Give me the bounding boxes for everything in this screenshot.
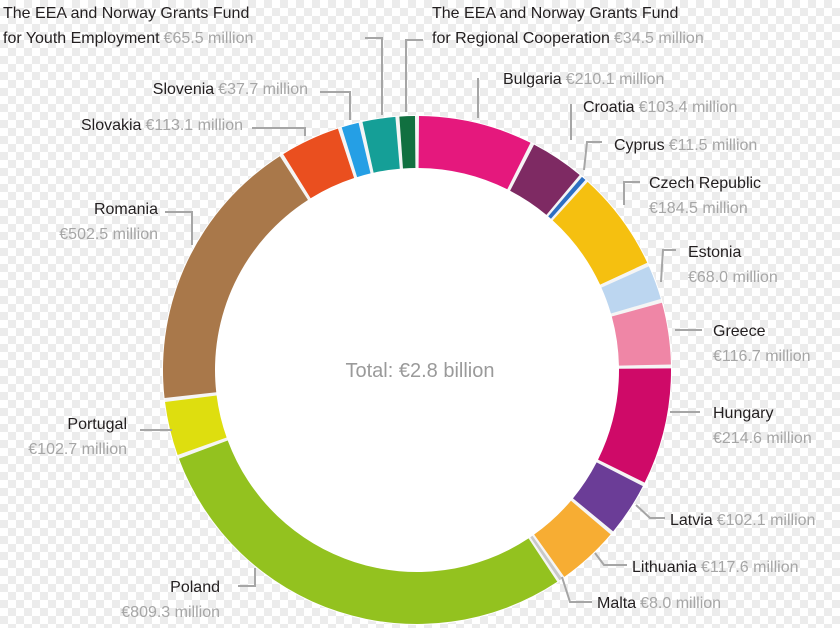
label-name: Croatia: [583, 99, 635, 116]
leader-line: [594, 552, 627, 566]
leader-lines: [140, 37, 702, 603]
label-name: Slovakia: [81, 117, 142, 134]
label-name: for Regional Cooperation: [432, 30, 610, 47]
label-name: Cyprus: [614, 137, 665, 154]
slice-poland: [178, 440, 558, 624]
label-name-czech-republic: Czech Republic: [649, 175, 761, 192]
label-value-poland: €809.3 million: [121, 604, 220, 621]
leader-line: [405, 39, 423, 112]
slices: [163, 116, 671, 624]
slice-greece: [611, 302, 671, 366]
leader-line: [320, 91, 351, 120]
label-slovenia: Slovenia €37.7 million: [153, 81, 308, 98]
label-name-estonia: Estonia: [688, 244, 741, 261]
label-value: €65.5 million: [164, 30, 254, 47]
label-name-romania: Romania: [94, 201, 158, 218]
label-name: Latvia: [670, 512, 713, 529]
label-name: Bulgaria: [503, 71, 562, 88]
leader-line: [561, 576, 592, 603]
label-name-hungary: Hungary: [713, 405, 773, 422]
label-slovakia: Slovakia €113.1 million: [81, 117, 243, 134]
slice-cyprus: [548, 176, 586, 219]
slice-the-eea-and-norway-grants-fund-for-regional-cooperation: [399, 116, 416, 169]
label-name-poland: Poland: [170, 579, 220, 596]
outer-ring: [162, 115, 672, 625]
label-name-the-eea-and-norway-grants-fund-for-regional-cooperation: The EEA and Norway Grants Fund: [432, 5, 678, 22]
slice-slovakia: [283, 128, 355, 199]
slice-hungary: [598, 368, 671, 483]
label-croatia: Croatia €103.4 million: [583, 99, 737, 116]
label-malta: Malta €8.0 million: [597, 595, 721, 612]
label-name2-the-eea-and-norway-grants-fund-for-regional-cooperation: for Regional Cooperation €34.5 million: [432, 30, 704, 47]
leader-line: [238, 568, 256, 587]
leader-line: [365, 37, 383, 115]
slice-latvia: [573, 462, 643, 532]
leader-line: [623, 181, 640, 205]
label-name2-the-eea-and-norway-grants-fund-for-youth-employment: for Youth Employment €65.5 million: [3, 30, 253, 47]
slice-estonia: [601, 266, 661, 314]
label-value: €117.6 million: [701, 559, 799, 576]
center-total-label: Total: €2.8 billion: [346, 360, 495, 382]
label-cyprus: Cyprus €11.5 million: [614, 137, 757, 154]
label-name: for Youth Employment: [3, 30, 160, 47]
label-name-portugal: Portugal: [67, 416, 127, 433]
label-lithuania: Lithuania €117.6 million: [632, 559, 799, 576]
label-value-greece: €116.7 million: [713, 348, 811, 365]
slice-portugal: [165, 395, 227, 455]
label-value: €102.1 million: [717, 512, 816, 529]
label-bulgaria: Bulgaria €210.1 million: [503, 71, 664, 88]
slice-malta: [530, 535, 563, 581]
label-value: €103.4 million: [639, 99, 738, 116]
label-value-estonia: €68.0 million: [688, 269, 778, 286]
slice-lithuania: [534, 500, 611, 577]
label-name: Malta: [597, 595, 636, 612]
label-name: Slovenia: [153, 81, 214, 98]
leader-line: [660, 249, 676, 283]
label-value: €8.0 million: [640, 595, 721, 612]
label-name-greece: Greece: [713, 323, 766, 340]
leader-line: [165, 211, 193, 245]
slice-the-eea-and-norway-grants-fund-for-youth-employment: [362, 116, 400, 173]
label-value: €113.1 million: [145, 117, 243, 134]
label-value: €37.7 million: [218, 81, 308, 98]
slice-slovenia: [341, 122, 371, 178]
label-value-romania: €502.5 million: [59, 226, 158, 243]
leader-line: [635, 504, 665, 519]
slice-czech-republic: [552, 181, 648, 285]
slice-croatia: [510, 144, 580, 215]
leader-line: [583, 141, 602, 171]
label-value-czech-republic: €184.5 million: [649, 200, 748, 217]
label-name: Lithuania: [632, 559, 697, 576]
label-value: €210.1 million: [566, 71, 665, 88]
label-value-portugal: €102.7 million: [28, 441, 127, 458]
label-name-the-eea-and-norway-grants-fund-for-youth-employment: The EEA and Norway Grants Fund: [3, 5, 249, 22]
label-value-hungary: €214.6 million: [713, 430, 812, 447]
slice-bulgaria: [418, 116, 531, 190]
label-value: €34.5 million: [614, 30, 704, 47]
leader-line: [252, 127, 306, 136]
slice-romania: [163, 156, 308, 399]
label-latvia: Latvia €102.1 million: [670, 512, 815, 529]
slice-labels: Bulgaria €210.1 million Croatia €103.4 mill…: [3, 5, 815, 621]
label-value: €11.5 million: [669, 137, 758, 154]
